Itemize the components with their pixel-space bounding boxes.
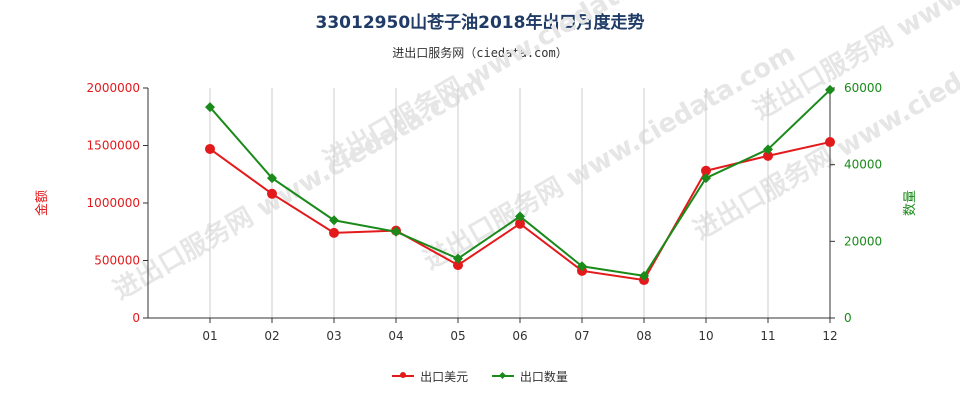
x-tick-label: 11 [760,329,775,343]
data-point-quantity [763,144,773,155]
data-point-quantity [701,173,711,184]
x-tick-label: 03 [326,329,341,343]
data-point-amount [329,227,339,238]
left-axis-title: 金额 [34,190,50,216]
data-point-quantity [391,226,401,237]
chart-subtitle: 进出口服务网（ciedata.com） [392,46,568,60]
x-tick-label: 08 [636,329,651,343]
data-point-quantity [205,102,215,113]
x-tick-label: 10 [698,329,713,343]
data-point-amount [205,143,215,154]
data-point-amount [825,137,835,148]
right-tick-label: 0 [844,311,852,325]
data-point-quantity [267,173,277,184]
chart-legend: 出口美元 出口数量 [0,366,960,385]
x-tick-label: 06 [512,329,527,343]
legend-label-quantity: 出口数量 [519,369,568,384]
legend-item-amount[interactable]: 出口美元 [392,368,468,385]
data-point-quantity [515,211,525,222]
chart-title: 33012950山苍子油2018年出口月度走势 [315,13,645,33]
right-tick-label: 20000 [844,234,882,248]
data-point-quantity [825,84,835,95]
right-axis-title: 数量 [903,190,918,216]
data-point-amount [763,150,773,161]
left-tick-label: 2000000 [87,81,140,95]
left-tick-label: 0 [132,311,140,325]
data-point-quantity [453,253,463,264]
left-tick-label: 1500000 [87,139,140,153]
data-point-amount [701,165,711,176]
left-tick-label: 1000000 [87,196,140,210]
data-point-amount [267,188,277,199]
legend-item-quantity[interactable]: 出口数量 [491,368,568,385]
data-point-quantity [577,261,587,272]
x-tick-label: 02 [264,329,279,343]
data-point-quantity [329,215,339,226]
x-tick-label: 01 [202,329,217,343]
data-point-amount [453,260,463,271]
x-tick-label: 05 [450,329,465,343]
x-tick-label: 12 [822,329,837,343]
data-point-quantity [639,270,649,281]
legend-swatch-amount [392,372,415,378]
x-tick-label: 04 [388,329,403,343]
right-tick-label: 60000 [844,81,882,95]
right-tick-label: 40000 [844,158,882,172]
x-tick-label: 07 [574,329,589,343]
legend-swatch-quantity [491,371,514,380]
legend-label-amount: 出口美元 [420,369,469,384]
data-point-amount [515,218,525,229]
watermark-text: 进出口服务网 www.ciedata.com [689,8,960,246]
left-tick-label: 500000 [94,254,140,268]
